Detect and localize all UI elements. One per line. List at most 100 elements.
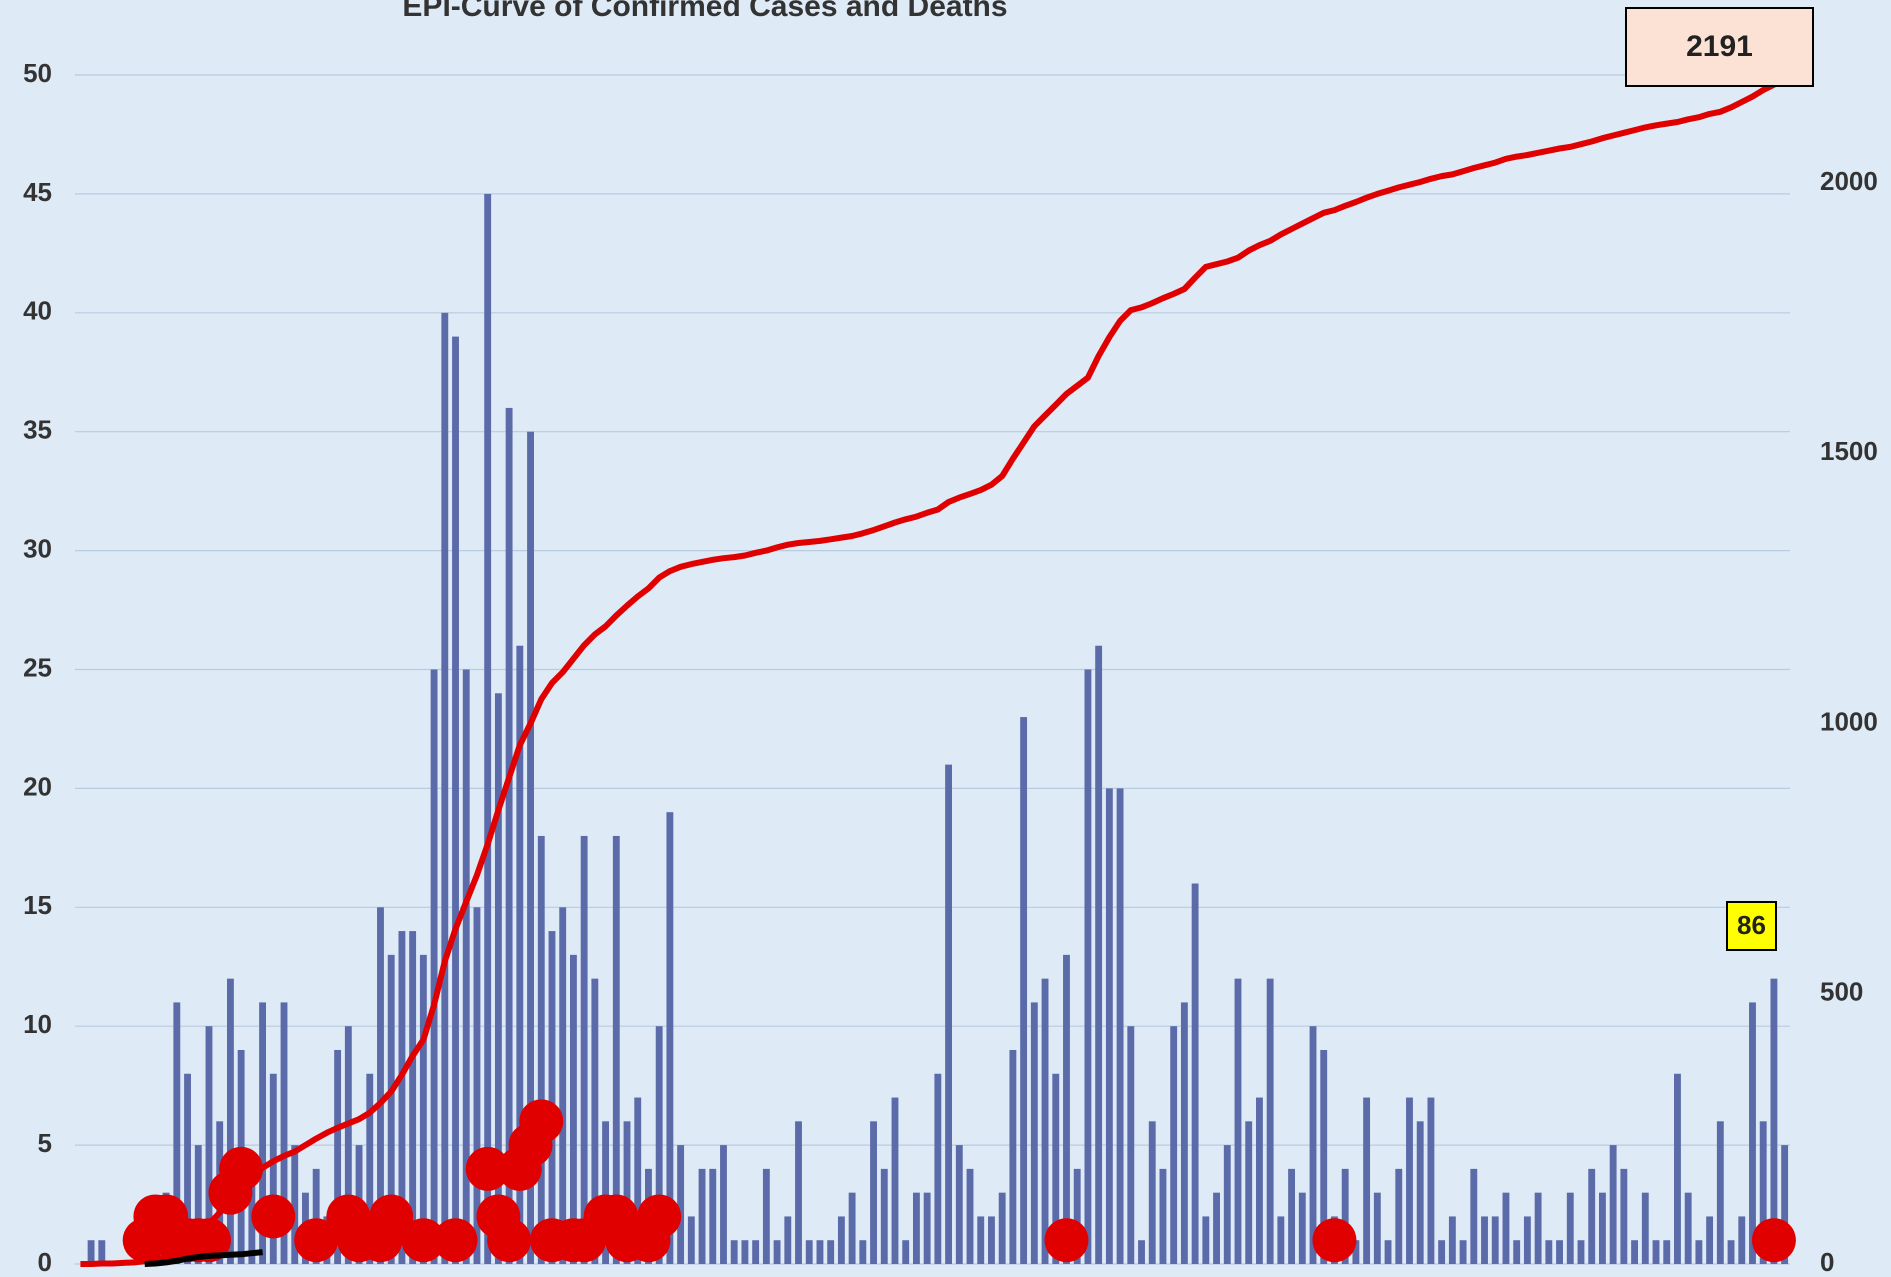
bar xyxy=(1738,1216,1746,1264)
bar xyxy=(269,1073,277,1264)
bar xyxy=(1523,1216,1531,1264)
y2-tick-label: 500 xyxy=(1820,977,1863,1007)
bar xyxy=(1084,669,1092,1264)
bar xyxy=(1073,1168,1081,1264)
bar xyxy=(1234,978,1242,1264)
y2-tick-label: 1000 xyxy=(1820,706,1878,736)
bar xyxy=(1373,1192,1381,1264)
y-tick-label: 15 xyxy=(23,890,52,920)
bar xyxy=(1288,1168,1296,1264)
bar xyxy=(848,1192,856,1264)
bar xyxy=(441,312,449,1264)
bar xyxy=(1020,717,1028,1264)
bar xyxy=(1320,1049,1328,1264)
bar xyxy=(1384,1240,1392,1264)
bar xyxy=(1545,1240,1553,1264)
bar xyxy=(430,669,438,1264)
bar xyxy=(891,1097,899,1264)
y-tick-label: 40 xyxy=(23,296,52,326)
bar xyxy=(1202,1216,1210,1264)
bar xyxy=(784,1216,792,1264)
bar xyxy=(409,931,417,1264)
bar xyxy=(1598,1192,1606,1264)
y-tick-label: 25 xyxy=(23,652,52,682)
point xyxy=(1751,1218,1796,1263)
bar xyxy=(966,1168,974,1264)
bar xyxy=(816,1240,824,1264)
bar xyxy=(1609,1145,1617,1264)
bar xyxy=(1159,1168,1167,1264)
bar xyxy=(1481,1216,1488,1264)
bar xyxy=(859,1240,867,1264)
bar xyxy=(623,1121,631,1264)
bar xyxy=(226,978,234,1264)
bar xyxy=(773,1240,781,1264)
bar xyxy=(527,431,534,1264)
bar xyxy=(1009,1049,1017,1264)
bar xyxy=(580,835,588,1264)
bar xyxy=(334,1049,342,1264)
bar xyxy=(1716,1121,1724,1264)
bar xyxy=(666,812,674,1264)
point xyxy=(294,1218,339,1263)
bar xyxy=(1105,788,1113,1264)
bar xyxy=(1052,1073,1060,1264)
bar xyxy=(1427,1097,1435,1264)
bar xyxy=(1180,1002,1188,1264)
bar xyxy=(612,835,620,1264)
bar xyxy=(98,1240,106,1264)
bar xyxy=(280,1002,288,1264)
bar xyxy=(1030,1002,1038,1264)
chart-title: EPI-Curve of Confirmed Cases and Deaths xyxy=(402,0,1007,23)
bar xyxy=(1266,978,1274,1264)
bar xyxy=(291,1145,299,1264)
bar xyxy=(602,1121,610,1264)
bar xyxy=(1223,1145,1231,1264)
bar xyxy=(1406,1097,1413,1264)
bar xyxy=(709,1168,717,1264)
bar xyxy=(1577,1240,1585,1264)
bar xyxy=(827,1240,835,1264)
y-tick-label: 20 xyxy=(23,771,52,801)
point xyxy=(219,1146,264,1191)
point xyxy=(487,1218,532,1263)
bar xyxy=(377,907,384,1264)
bar xyxy=(977,1216,985,1264)
point xyxy=(369,1194,414,1239)
y-tick-label: 0 xyxy=(38,1247,52,1277)
bar xyxy=(1255,1097,1263,1264)
bar xyxy=(1041,978,1049,1264)
bar xyxy=(837,1216,845,1264)
bar xyxy=(1127,1026,1135,1264)
bar xyxy=(1663,1240,1671,1264)
bar xyxy=(398,931,406,1264)
bar xyxy=(452,336,459,1265)
bar xyxy=(419,954,427,1264)
y-tick-label: 30 xyxy=(23,533,52,563)
bar xyxy=(677,1145,685,1264)
bar xyxy=(1641,1192,1649,1264)
bar xyxy=(988,1216,995,1264)
bar xyxy=(194,1145,202,1264)
bar xyxy=(1245,1121,1253,1264)
point xyxy=(186,1218,231,1263)
bar xyxy=(548,931,556,1264)
y-tick-label: 35 xyxy=(23,415,52,445)
bar xyxy=(923,1192,931,1264)
bar xyxy=(344,1026,352,1264)
bar xyxy=(473,907,481,1264)
bar xyxy=(1395,1168,1403,1264)
y2-tick-label: 0 xyxy=(1820,1247,1834,1277)
bar xyxy=(494,693,502,1264)
annotation: 86 xyxy=(1737,910,1766,940)
bar xyxy=(1588,1168,1596,1264)
bar xyxy=(655,1026,663,1264)
y-tick-label: 5 xyxy=(38,1128,52,1158)
bar xyxy=(569,954,577,1264)
point xyxy=(465,1146,510,1191)
bar xyxy=(1438,1240,1446,1264)
bar xyxy=(1491,1216,1499,1264)
bar xyxy=(1770,978,1778,1264)
bar xyxy=(1556,1240,1563,1264)
